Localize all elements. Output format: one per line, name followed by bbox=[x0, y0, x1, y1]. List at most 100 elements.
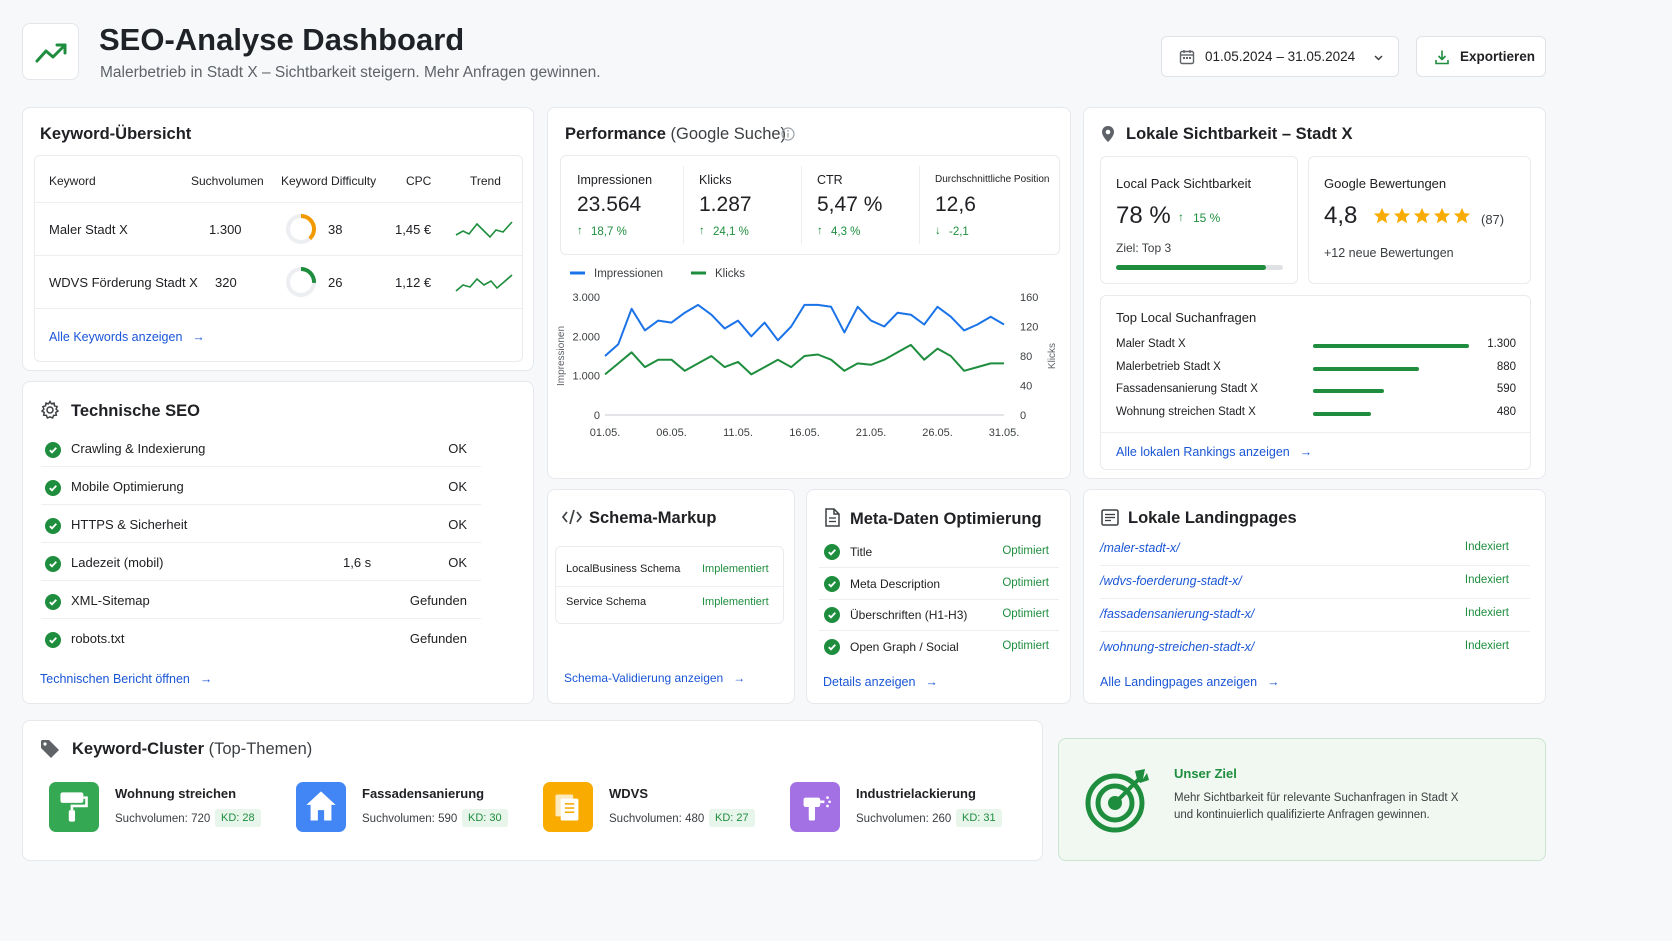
trending-up-icon bbox=[35, 43, 67, 63]
kpi-label: Durchschnittliche Position bbox=[935, 174, 1050, 185]
divider bbox=[683, 166, 684, 244]
technical-check-status: OK bbox=[448, 441, 467, 456]
meta-details-link[interactable]: Details anzeigen → bbox=[823, 675, 938, 689]
goal-text-line1: Mehr Sichtbarkeit für relevante Suchanfr… bbox=[1174, 792, 1459, 804]
local-pack-target: Ziel: Top 3 bbox=[1116, 241, 1172, 255]
y-left-axis-label: Impressionen bbox=[556, 326, 567, 386]
date-range-picker[interactable]: 01.05.2024 – 31.05.2024 bbox=[1161, 36, 1399, 77]
check-circle-icon bbox=[824, 607, 840, 623]
star-icon bbox=[1433, 207, 1451, 224]
landingpage-status: Indexiert bbox=[1464, 640, 1509, 652]
info-icon[interactable] bbox=[781, 127, 795, 141]
landingpages-title: Lokale Landingpages bbox=[1128, 509, 1297, 527]
technical-check-value: 1,6 s bbox=[343, 555, 372, 570]
local-pack-box: Local Pack Sichtbarkeit 78 % ↑ 15 % Ziel… bbox=[1100, 156, 1298, 284]
landingpage-url-link[interactable]: /maler-stadt-x/ bbox=[1100, 541, 1180, 555]
technical-check-label: robots.txt bbox=[71, 631, 125, 646]
kpi-value: 12,6 bbox=[935, 193, 976, 216]
keyword-table: Keyword Suchvolumen Keyword Difficulty C… bbox=[34, 155, 523, 362]
keyword-cluster-item[interactable]: Industrielackierung Suchvolumen: 260 KD: 3… bbox=[790, 782, 1020, 834]
landingpage-status: Indexiert bbox=[1464, 574, 1509, 586]
divider bbox=[41, 580, 481, 581]
difficulty-value: 26 bbox=[328, 275, 343, 290]
export-label: Exportieren bbox=[1460, 49, 1536, 64]
technical-check-row: Mobile Optimierung OK bbox=[23, 478, 533, 516]
all-local-rankings-link[interactable]: Alle lokalen Rankings anzeigen → bbox=[1116, 445, 1312, 459]
meta-check-label: Meta Description bbox=[850, 576, 941, 591]
check-circle-icon bbox=[45, 442, 61, 458]
landingpage-url-link[interactable]: /wohnung-streichen-stadt-x/ bbox=[1100, 640, 1255, 654]
performance-title-text: Performance bbox=[565, 125, 666, 143]
divider bbox=[801, 166, 802, 244]
schema-validation-link[interactable]: Schema-Validierung anzeigen → bbox=[564, 671, 745, 685]
divider bbox=[41, 618, 481, 619]
table-row[interactable]: Maler Stadt X 1.300 38 1,45 € bbox=[35, 204, 522, 256]
landingpage-url-link[interactable]: /wdvs-foerderung-stadt-x/ bbox=[1100, 574, 1242, 588]
keyword-cluster-item[interactable]: WDVS Suchvolumen: 480 KD: 27 bbox=[543, 782, 773, 834]
meta-details-label: Details anzeigen bbox=[823, 675, 916, 689]
divider bbox=[819, 630, 1059, 631]
landingpage-url-link[interactable]: /fassadensanierung-stadt-x/ bbox=[1100, 607, 1255, 621]
technical-check-label: XML-Sitemap bbox=[71, 593, 150, 608]
page-subtitle: Malerbetrieb in Stadt X – Sichtbarkeit s… bbox=[100, 64, 601, 81]
kpi-label: Impressionen bbox=[577, 173, 653, 187]
technical-check-label: Crawling & Indexierung bbox=[71, 441, 206, 456]
kpi-delta: -2,1 bbox=[949, 226, 969, 238]
schema-markup-card: Schema-Markup LocalBusiness Schema Imple… bbox=[547, 489, 795, 704]
trend-sparkline bbox=[455, 274, 513, 292]
all-keywords-label: Alle Keywords anzeigen bbox=[49, 330, 183, 344]
top-query-bar bbox=[1313, 411, 1371, 416]
keyword-cluster-item[interactable]: Fassadensanierung Suchvolumen: 590 KD: 30 bbox=[296, 782, 526, 834]
local-pack-delta-arrow: ↑ bbox=[1178, 210, 1184, 224]
meta-check-row: Open Graph / Social Optimiert bbox=[807, 638, 1070, 670]
ring-fill bbox=[286, 267, 316, 297]
keyword-link[interactable]: Maler Stadt X bbox=[49, 222, 128, 237]
top-query-label: Fassadensanierung Stadt X bbox=[1116, 383, 1258, 395]
divider bbox=[1100, 631, 1530, 632]
all-keywords-link[interactable]: Alle Keywords anzeigen → bbox=[49, 330, 205, 344]
kpi-value: 23.564 bbox=[577, 193, 642, 216]
top-query-bar bbox=[1313, 344, 1469, 348]
app-logo bbox=[22, 23, 79, 80]
meta-check-status: Optimiert bbox=[1002, 576, 1049, 589]
technical-check-status: Gefunden bbox=[409, 631, 467, 646]
kpi-label: Klicks bbox=[699, 173, 732, 187]
x-tick-label: 06.05. bbox=[656, 427, 687, 439]
table-row[interactable]: WDVS Förderung Stadt X 320 26 1,12 € bbox=[35, 257, 522, 309]
arrow-right-icon: → bbox=[733, 671, 746, 685]
search-volume: 320 bbox=[215, 275, 237, 290]
keyword-cluster-title-text: Keyword-Cluster bbox=[72, 740, 205, 758]
cluster-volume: Suchvolumen: 720 bbox=[115, 813, 211, 825]
difficulty-ring bbox=[286, 214, 316, 244]
x-tick-label: 31.05. bbox=[989, 427, 1020, 439]
technical-report-link[interactable]: Technischen Bericht öffnen → bbox=[40, 672, 212, 686]
performance-title: Performance (Google Suche) bbox=[565, 125, 786, 144]
local-visibility-card: Lokale Sichtbarkeit – Stadt X Local Pack… bbox=[1083, 107, 1546, 479]
landingpage-row: /fassadensanierung-stadt-x/Indexiert bbox=[1084, 606, 1545, 638]
kpi-delta: 4,3 % bbox=[831, 226, 861, 238]
all-landingpages-link[interactable]: Alle Landingpages anzeigen → bbox=[1100, 675, 1280, 689]
kpi-strip: Impressionen 23.564 ↑ 18,7 % Klicks 1.28… bbox=[560, 155, 1060, 255]
x-tick-label: 26.05. bbox=[922, 427, 953, 439]
export-button[interactable]: Exportieren bbox=[1416, 36, 1546, 77]
arrow-right-icon: → bbox=[1299, 445, 1313, 459]
landingpage-row: /wdvs-foerderung-stadt-x/Indexiert bbox=[1084, 573, 1545, 605]
kpi-value: 5,47 % bbox=[817, 193, 883, 216]
x-tick-label: 21.05. bbox=[856, 427, 887, 439]
keyword-cluster-title: Keyword-Cluster (Top-Themen) bbox=[72, 740, 312, 759]
house-icon bbox=[296, 782, 346, 832]
goal-text-line2: und kontinuierlich qualifizierte Anfrage… bbox=[1174, 809, 1430, 821]
series-line-impressionen bbox=[604, 303, 1005, 357]
top-local-queries-title: Top Local Suchanfragen bbox=[1116, 310, 1257, 325]
reviews-count: (87) bbox=[1481, 212, 1505, 227]
landingpage-status: Indexiert bbox=[1464, 607, 1509, 619]
keyword-link[interactable]: WDVS Förderung Stadt X bbox=[49, 275, 198, 290]
kpi-delta-arrow: ↑ bbox=[699, 225, 705, 237]
column-header-cpc: CPC bbox=[406, 174, 432, 188]
document-icon bbox=[825, 508, 840, 527]
y-right-axis-label: Klicks bbox=[1047, 343, 1058, 369]
technical-check-row: Ladezeit (mobil) 1,6 s OK bbox=[23, 554, 533, 592]
top-query-row: Wohnung streichen Stadt X 480 bbox=[1101, 406, 1530, 426]
keyword-cluster-item[interactable]: Wohnung streichen Suchvolumen: 720 KD: 28 bbox=[49, 782, 279, 834]
kpi-clicks: Klicks 1.287 ↑ 24,1 % bbox=[683, 156, 801, 254]
